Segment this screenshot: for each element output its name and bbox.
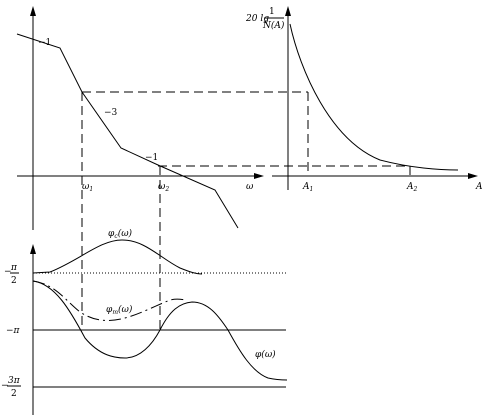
df-x-label: A [475, 182, 483, 192]
phi-curve [32, 280, 288, 381]
svg-text:ω2: ω2 [158, 182, 169, 193]
three-half-pi-den: 2 [11, 389, 17, 399]
phi-m-sub: m [112, 309, 118, 316]
phi-m-arg: (ω) [118, 304, 133, 315]
magnitude-asymptote-curve [16, 33, 239, 229]
svg-text:A2: A2 [406, 182, 418, 193]
df-y-label-prefix: 20 lg [245, 14, 269, 24]
three-half-pi-num: 3π [8, 376, 21, 386]
df-curve [289, 23, 459, 171]
phi-m-curve [32, 280, 187, 321]
A1-sub: 1 [310, 186, 314, 193]
df-y-label: 20 lg 1 N(A) [245, 7, 285, 31]
half-pi-sign: − [4, 267, 12, 277]
frequency-axis-arrow [254, 173, 264, 179]
phase-axes [30, 244, 286, 415]
phi-c-label: φc(ω) [108, 228, 133, 240]
phase-ytick-pi: −π [6, 326, 21, 336]
svg-text:ω1: ω1 [82, 182, 93, 193]
svg-text:φc(ω): φc(ω) [108, 228, 133, 240]
magnitude-y-arrow [30, 6, 36, 16]
omega2-sub: 2 [164, 186, 169, 193]
freq-tick-omega1: ω1 [82, 182, 93, 193]
phi-label: φ(ω) [255, 349, 276, 360]
df-y-label-den: N(A) [262, 20, 285, 31]
df-y-arrow [285, 6, 291, 16]
phi-c-curve [32, 239, 203, 275]
slope-label-first: −1 [38, 38, 51, 48]
df-axes [272, 6, 478, 190]
df-tick-A2: A2 [406, 182, 418, 193]
three-half-pi-sign: − [1, 381, 9, 391]
half-pi-den: 2 [11, 276, 17, 286]
omega1-sub: 1 [89, 186, 93, 193]
phi-c-sub: c [114, 233, 118, 240]
df-tick-A1: A1 [302, 182, 313, 193]
A2-sub: 2 [413, 186, 418, 193]
phi-m-label: φm(ω) [106, 304, 133, 316]
svg-text:A1: A1 [302, 182, 313, 193]
half-pi-num: π [10, 263, 18, 273]
construction-lines [81, 91, 411, 330]
slope-label-third: −1 [145, 153, 158, 163]
frequency-axis-label: ω [246, 182, 254, 192]
df-x-arrow [468, 173, 478, 179]
magnitude-axes [17, 6, 264, 230]
phi-c-arg: (ω) [118, 228, 133, 239]
freq-tick-omega2: ω2 [158, 182, 169, 193]
phase-ytick-three-half-pi: − 3π 2 [1, 376, 21, 399]
slope-label-second: −3 [104, 108, 118, 118]
phase-ytick-half-pi: − π 2 [4, 263, 19, 286]
svg-text:φm(ω): φm(ω) [106, 304, 133, 316]
phase-y-arrow [30, 244, 36, 254]
df-y-label-num: 1 [269, 7, 275, 17]
